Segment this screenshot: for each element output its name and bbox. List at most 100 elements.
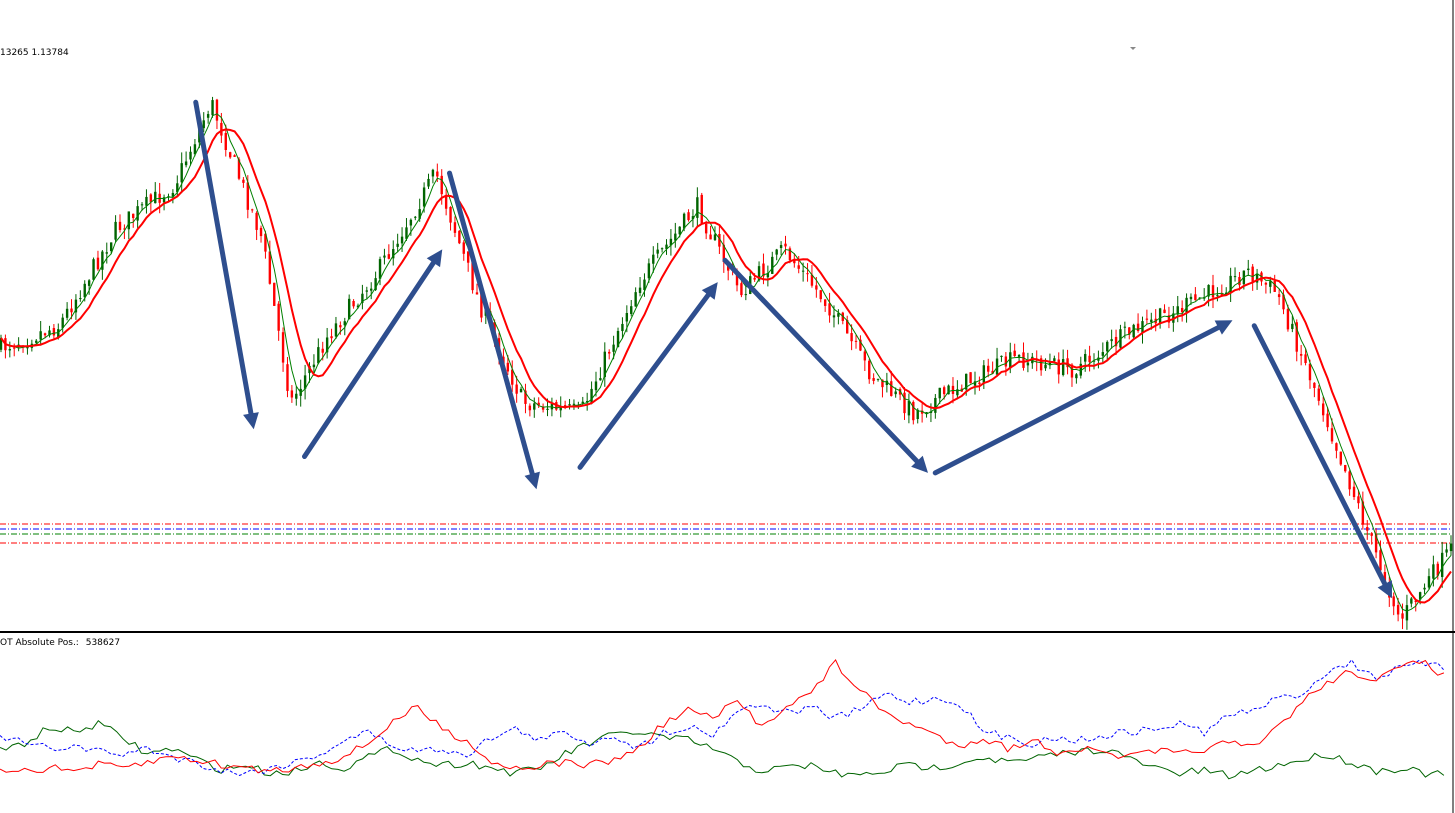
candle-body xyxy=(925,412,928,414)
candle-body xyxy=(466,251,470,263)
candle-body xyxy=(431,169,435,177)
candle-body xyxy=(1304,354,1307,364)
candle-body xyxy=(1374,534,1378,553)
candle-body xyxy=(180,163,183,183)
cot-indicator-pane[interactable]: OT Absolute Pos.: 538627 xyxy=(0,638,1445,780)
candle-body xyxy=(585,401,589,403)
candle-body xyxy=(594,381,598,391)
candle-body xyxy=(418,209,421,219)
candle-body xyxy=(1348,471,1351,490)
candle-body xyxy=(189,151,192,160)
candle-body xyxy=(1066,358,1069,368)
candle-body xyxy=(264,233,267,252)
candle-body xyxy=(162,197,166,203)
candle-body xyxy=(1264,282,1268,285)
candle-body xyxy=(1383,572,1387,585)
candle-body xyxy=(815,285,818,290)
candle-body xyxy=(784,243,787,247)
candle-body xyxy=(1233,276,1237,278)
candle-body xyxy=(956,389,959,396)
candle-body xyxy=(1396,605,1400,615)
candle-body xyxy=(1344,465,1347,472)
candle-body xyxy=(1449,543,1453,552)
candle-body xyxy=(352,301,355,307)
candle-body xyxy=(1097,357,1100,361)
candle-body xyxy=(568,404,571,406)
candle-body xyxy=(1277,294,1281,298)
candle-body xyxy=(281,332,285,363)
candle-body xyxy=(537,402,540,406)
candle-body xyxy=(1410,598,1413,604)
candle-body xyxy=(947,385,950,395)
candle-body xyxy=(682,213,686,229)
candle-body xyxy=(969,372,972,384)
candle-body xyxy=(506,362,510,372)
candle-body xyxy=(1414,600,1417,603)
candle-body xyxy=(1167,315,1171,323)
candle-body xyxy=(696,197,699,218)
candle-body xyxy=(471,260,474,291)
candle-body xyxy=(149,194,153,203)
candle-body xyxy=(868,360,871,380)
candle-body xyxy=(184,161,188,166)
candle-body xyxy=(193,144,197,155)
candle-body xyxy=(828,303,831,316)
candle-body xyxy=(273,282,276,306)
candle-body xyxy=(987,365,990,372)
trend-arrow-head xyxy=(911,455,928,473)
candle-body xyxy=(83,283,86,298)
candle-body xyxy=(713,234,717,241)
candle-body xyxy=(303,375,307,389)
candle-body xyxy=(678,226,681,235)
candle-body xyxy=(1026,362,1030,366)
candle-body xyxy=(1136,323,1140,332)
ma-fast-line xyxy=(0,113,1452,612)
candle-body xyxy=(766,273,770,278)
candle-body xyxy=(154,191,157,204)
candle-body xyxy=(1207,284,1210,297)
candle-body xyxy=(427,178,430,187)
candle-body xyxy=(321,348,324,353)
candle-body xyxy=(1141,321,1144,333)
candle-body xyxy=(449,206,452,223)
candle-body xyxy=(400,236,404,244)
candle-body xyxy=(1423,587,1426,590)
candle-body xyxy=(652,254,655,264)
candle-body xyxy=(669,238,673,246)
candle-body xyxy=(753,277,756,280)
candle-body xyxy=(1255,273,1259,283)
candle-body xyxy=(709,234,712,240)
candle-body xyxy=(211,100,214,116)
candle-body xyxy=(396,243,399,247)
candle-body xyxy=(246,182,250,210)
trend-arrow-shaft xyxy=(722,257,920,464)
candle-body xyxy=(982,365,986,384)
candle-body xyxy=(1057,359,1060,375)
candle-body xyxy=(127,211,131,230)
candle-body xyxy=(13,347,16,349)
candle-body xyxy=(898,388,902,395)
trend-arrow-shaft xyxy=(1251,323,1388,587)
candle-body xyxy=(414,216,417,218)
candle-body xyxy=(524,390,527,404)
candle-body xyxy=(1163,309,1166,314)
candle-body xyxy=(1048,362,1052,366)
candle-body xyxy=(718,233,721,247)
candle-body xyxy=(1238,277,1241,286)
candle-body xyxy=(277,303,280,331)
candle-body xyxy=(39,331,42,340)
price-chart-pane[interactable]: 13265 1.13784 xyxy=(0,47,1453,630)
candle-body xyxy=(334,323,338,337)
candle-body xyxy=(378,259,382,279)
candle-body xyxy=(819,290,822,300)
candle-body xyxy=(1313,382,1316,388)
candle-body xyxy=(934,397,937,413)
candle-body xyxy=(317,347,320,364)
indicator-label: OT Absolute Pos.: xyxy=(0,638,79,648)
trend-arrow-shaft xyxy=(932,325,1221,476)
candle-body xyxy=(65,308,69,318)
candle-body xyxy=(1401,613,1404,619)
candle-body xyxy=(480,292,483,318)
candle-body xyxy=(722,244,725,263)
candle-body xyxy=(511,369,514,385)
